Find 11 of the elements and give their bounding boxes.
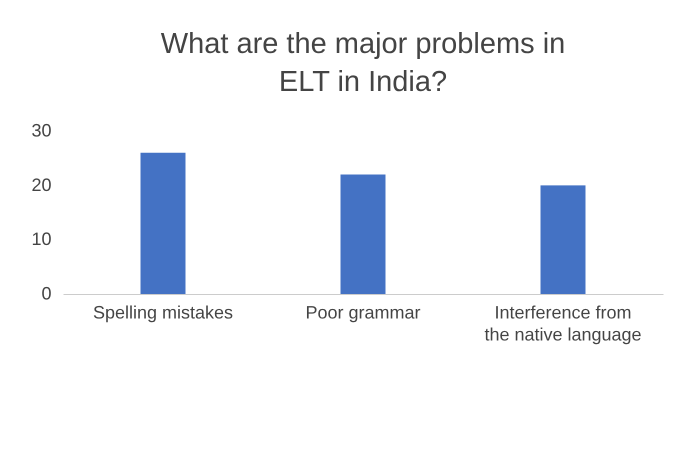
y-tick-label: 30 (31, 120, 52, 140)
bar (340, 174, 386, 294)
bar (540, 185, 586, 294)
x-tick-label: Poor grammar (305, 302, 421, 322)
x-tick-label: Spelling mistakes (92, 302, 234, 322)
y-tick-label: 20 (31, 174, 52, 195)
bar (140, 152, 186, 294)
chart-title: What are the major problems in ELT in India? (160, 28, 566, 98)
y-tick-label: 10 (31, 229, 52, 250)
x-tick-label: Interference from the native language (484, 302, 642, 344)
y-tick-label: 0 (41, 284, 52, 304)
